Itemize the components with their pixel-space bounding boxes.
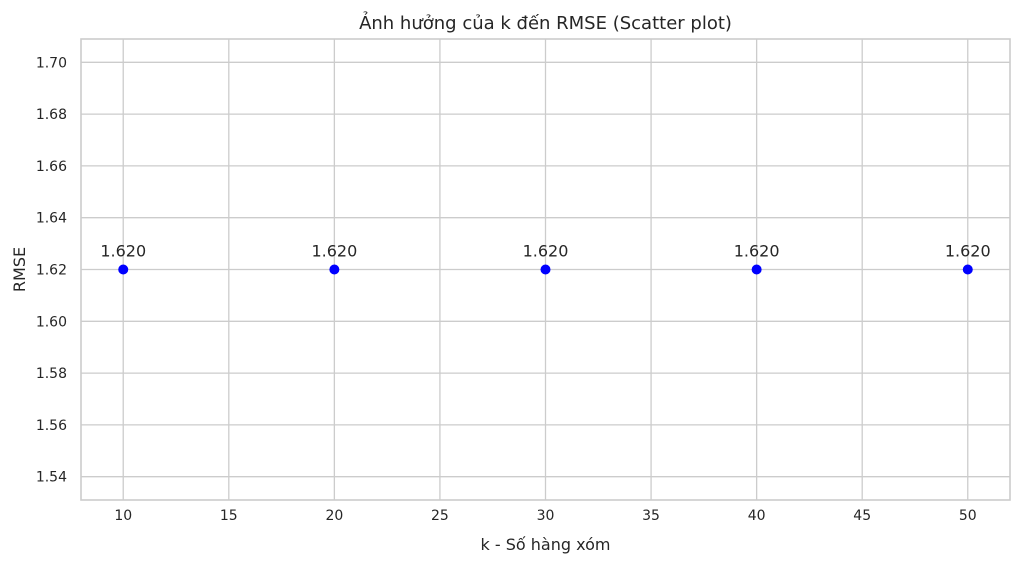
x-tick-label: 15 bbox=[220, 508, 238, 524]
data-point bbox=[540, 264, 551, 275]
x-tick-label: 40 bbox=[748, 508, 766, 524]
data-label: 1.620 bbox=[734, 242, 780, 261]
y-tick-label: 1.60 bbox=[36, 314, 67, 330]
chart-title: Ảnh hưởng của k đến RMSE (Scatter plot) bbox=[359, 11, 732, 34]
data-label: 1.620 bbox=[945, 242, 991, 261]
y-tick-label: 1.56 bbox=[36, 418, 67, 434]
data-points: 1.620 1.620 1.620 1.620 1.620 bbox=[100, 242, 991, 275]
x-tick-label: 45 bbox=[853, 508, 871, 524]
x-tick-label: 10 bbox=[114, 508, 132, 524]
x-tick-label: 30 bbox=[537, 508, 555, 524]
x-axis-label: k - Số hàng xóm bbox=[481, 535, 611, 554]
y-tick-label: 1.66 bbox=[36, 159, 67, 175]
data-label: 1.620 bbox=[523, 242, 569, 261]
tick-labels: 10 15 20 25 30 35 40 45 50 1.54 1.56 1.58 1.60 1.62 1.… bbox=[36, 55, 977, 524]
data-label: 1.620 bbox=[100, 242, 146, 261]
plot-area-frame bbox=[80, 38, 1011, 501]
data-label: 1.620 bbox=[311, 242, 357, 261]
data-point bbox=[329, 264, 340, 275]
data-point bbox=[118, 264, 129, 275]
y-tick-label: 1.64 bbox=[36, 211, 67, 227]
y-tick-label: 1.68 bbox=[36, 107, 67, 123]
y-tick-label: 1.62 bbox=[36, 263, 67, 279]
x-tick-label: 50 bbox=[959, 508, 977, 524]
y-tick-label: 1.58 bbox=[36, 366, 67, 382]
y-tick-label: 1.54 bbox=[36, 470, 67, 486]
data-point bbox=[751, 264, 762, 275]
y-axis-label: RMSE bbox=[10, 247, 29, 292]
x-tick-label: 20 bbox=[325, 508, 343, 524]
x-tick-label: 35 bbox=[642, 508, 660, 524]
x-tick-label: 25 bbox=[431, 508, 449, 524]
y-tick-label: 1.70 bbox=[36, 55, 67, 71]
data-point bbox=[962, 264, 973, 275]
